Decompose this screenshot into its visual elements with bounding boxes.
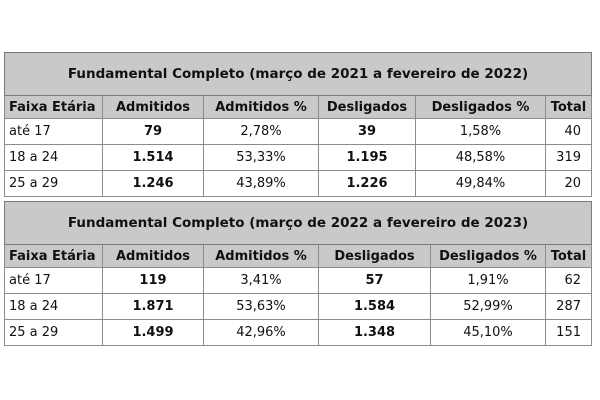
table-2021-2022: Fundamental Completo (março de 2021 a fe… bbox=[4, 52, 592, 197]
cell-desligados: 1.348 bbox=[318, 319, 431, 346]
cell-desligados: 1.584 bbox=[318, 293, 431, 320]
cell-total: 40 bbox=[545, 118, 592, 145]
header-desligados: Desligados bbox=[318, 95, 416, 119]
cell-desligados-pct: 52,99% bbox=[430, 293, 546, 320]
cell-admitidos-pct: 3,41% bbox=[203, 267, 319, 294]
cell-desligados: 57 bbox=[318, 267, 431, 294]
cell-faixa-etaria: 18 a 24 bbox=[4, 293, 103, 320]
cell-desligados: 1.195 bbox=[318, 144, 416, 171]
cell-desligados-pct: 1,58% bbox=[415, 118, 546, 145]
cell-desligados-pct: 49,84% bbox=[415, 170, 546, 197]
cell-admitidos-pct: 53,63% bbox=[203, 293, 319, 320]
table-2022-2023: Fundamental Completo (março de 2022 a fe… bbox=[4, 201, 592, 346]
header-total: Total bbox=[545, 244, 592, 268]
table-title: Fundamental Completo (março de 2021 a fe… bbox=[4, 52, 592, 96]
cell-admitidos-pct: 53,33% bbox=[203, 144, 319, 171]
cell-admitidos: 1.246 bbox=[102, 170, 204, 197]
cell-faixa-etaria: até 17 bbox=[4, 118, 103, 145]
header-faixa-etaria: Faixa Etária bbox=[4, 244, 103, 268]
header-admitidos: Admitidos bbox=[102, 244, 204, 268]
header-admitidos-pct: Admitidos % bbox=[203, 244, 319, 268]
cell-admitidos: 79 bbox=[102, 118, 204, 145]
cell-total: 20 bbox=[545, 170, 592, 197]
cell-faixa-etaria: 25 a 29 bbox=[4, 319, 103, 346]
header-admitidos-pct: Admitidos % bbox=[203, 95, 319, 119]
cell-desligados: 39 bbox=[318, 118, 416, 145]
table-row: até 17 79 2,78% 39 1,58% 40 bbox=[4, 118, 592, 145]
cell-admitidos-pct: 42,96% bbox=[203, 319, 319, 346]
header-row: Faixa Etária Admitidos Admitidos % Desli… bbox=[4, 244, 592, 268]
cell-desligados-pct: 48,58% bbox=[415, 144, 546, 171]
header-admitidos: Admitidos bbox=[102, 95, 204, 119]
cell-desligados-pct: 45,10% bbox=[430, 319, 546, 346]
header-faixa-etaria: Faixa Etária bbox=[4, 95, 103, 119]
cell-faixa-etaria: até 17 bbox=[4, 267, 103, 294]
cell-admitidos: 1.499 bbox=[102, 319, 204, 346]
header-desligados-pct: Desligados % bbox=[415, 95, 546, 119]
tables-container: Fundamental Completo (março de 2021 a fe… bbox=[4, 52, 592, 346]
cell-admitidos-pct: 43,89% bbox=[203, 170, 319, 197]
table-row: 18 a 24 1.871 53,63% 1.584 52,99% 287 bbox=[4, 293, 592, 320]
cell-total: 319 bbox=[545, 144, 592, 171]
cell-faixa-etaria: 25 a 29 bbox=[4, 170, 103, 197]
cell-faixa-etaria: 18 a 24 bbox=[4, 144, 103, 171]
cell-total: 287 bbox=[545, 293, 592, 320]
table-row: até 17 119 3,41% 57 1,91% 62 bbox=[4, 267, 592, 294]
cell-desligados: 1.226 bbox=[318, 170, 416, 197]
cell-total: 151 bbox=[545, 319, 592, 346]
table-row: 25 a 29 1.499 42,96% 1.348 45,10% 151 bbox=[4, 319, 592, 346]
table-title-row: Fundamental Completo (março de 2022 a fe… bbox=[4, 201, 592, 245]
cell-admitidos: 1.871 bbox=[102, 293, 204, 320]
header-desligados: Desligados bbox=[318, 244, 431, 268]
header-row: Faixa Etária Admitidos Admitidos % Desli… bbox=[4, 95, 592, 119]
cell-admitidos: 1.514 bbox=[102, 144, 204, 171]
header-total: Total bbox=[545, 95, 592, 119]
table-title: Fundamental Completo (março de 2022 a fe… bbox=[4, 201, 592, 245]
table-row: 25 a 29 1.246 43,89% 1.226 49,84% 20 bbox=[4, 170, 592, 197]
cell-desligados-pct: 1,91% bbox=[430, 267, 546, 294]
cell-admitidos: 119 bbox=[102, 267, 204, 294]
cell-total: 62 bbox=[545, 267, 592, 294]
table-row: 18 a 24 1.514 53,33% 1.195 48,58% 319 bbox=[4, 144, 592, 171]
header-desligados-pct: Desligados % bbox=[430, 244, 546, 268]
cell-admitidos-pct: 2,78% bbox=[203, 118, 319, 145]
table-title-row: Fundamental Completo (março de 2021 a fe… bbox=[4, 52, 592, 96]
